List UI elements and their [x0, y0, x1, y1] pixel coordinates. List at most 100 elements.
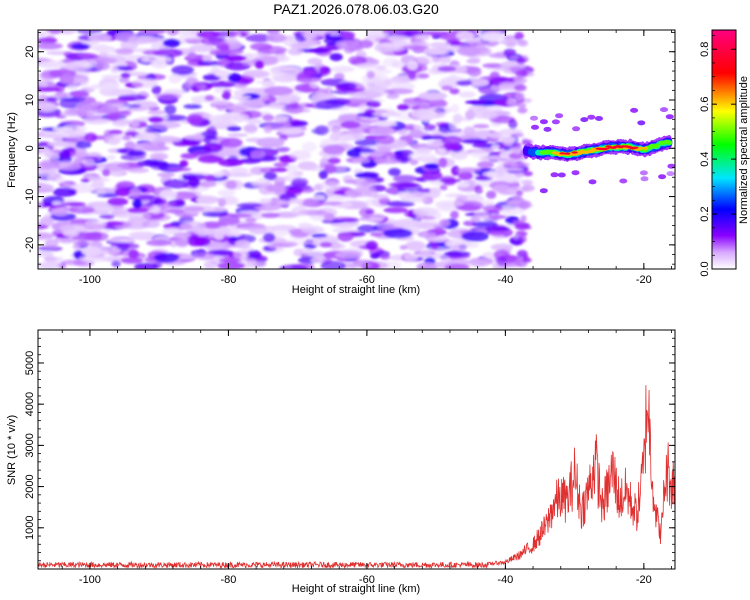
noise-blob — [170, 191, 197, 200]
signal-contour — [619, 178, 628, 184]
noise-blob — [430, 242, 439, 250]
noise-blob — [359, 207, 375, 218]
signal-contour — [587, 114, 596, 120]
noise-blob — [217, 57, 229, 68]
noise-blob — [505, 42, 516, 48]
noise-blob — [266, 33, 287, 43]
noise-blob — [65, 110, 95, 116]
noise-blob — [370, 253, 380, 259]
noise-blob — [147, 110, 167, 115]
noise-blob — [91, 105, 119, 115]
noise-blob — [124, 131, 140, 137]
noise-blob — [162, 227, 182, 234]
noise-blob — [122, 135, 131, 141]
noise-blob — [441, 85, 453, 91]
noise-blob — [334, 72, 345, 80]
noise-blob — [94, 247, 122, 255]
y-tick-label: 20 — [24, 46, 36, 58]
noise-blob — [76, 103, 97, 112]
noise-blob — [127, 35, 152, 45]
noise-blob — [142, 220, 161, 228]
noise-blob — [465, 109, 476, 120]
noise-blob — [287, 164, 298, 175]
noise-blob — [233, 113, 250, 122]
noise-blob — [120, 72, 131, 79]
noise-blob — [171, 65, 195, 76]
noise-blob — [443, 180, 456, 186]
noise-blob — [418, 91, 448, 101]
noise-blob — [315, 99, 346, 110]
noise-blob — [488, 214, 507, 220]
noise-blob — [514, 84, 527, 92]
noise-blob — [449, 88, 460, 95]
noise-blob — [408, 152, 437, 161]
signal-contour — [571, 151, 578, 154]
noise-blob — [437, 46, 453, 51]
signal-contour — [665, 114, 674, 120]
noise-blob — [230, 95, 252, 100]
noise-blob — [475, 175, 493, 181]
noise-blob — [132, 198, 143, 209]
noise-blob — [173, 232, 193, 238]
noise-blob — [214, 70, 231, 78]
noise-blob — [166, 209, 184, 214]
noise-blob — [438, 53, 451, 64]
snr-plot-area — [38, 330, 675, 569]
noise-blob — [196, 83, 206, 90]
noise-blob — [93, 203, 114, 214]
noise-blob — [324, 163, 337, 174]
noise-blob — [156, 203, 173, 209]
noise-blob — [264, 86, 294, 96]
noise-blob — [132, 221, 143, 228]
noise-blob — [437, 147, 447, 154]
noise-blob — [189, 44, 215, 53]
noise-blob — [456, 80, 473, 86]
noise-blob — [514, 223, 529, 231]
y-tick-label: 5000 — [24, 351, 36, 375]
noise-blob — [345, 97, 375, 103]
x-tick-label: -20 — [636, 574, 652, 586]
noise-blob — [111, 119, 134, 125]
noise-blob — [444, 263, 470, 269]
noise-blob — [381, 112, 390, 118]
noise-blob — [312, 201, 343, 206]
x-tick-label: -80 — [220, 274, 236, 286]
noise-blob — [202, 54, 213, 63]
noise-blob — [512, 146, 522, 155]
noise-blob — [140, 141, 165, 146]
noise-blob — [128, 231, 156, 238]
noise-blob — [196, 195, 219, 205]
noise-blob — [289, 150, 312, 161]
noise-blob — [38, 183, 55, 193]
noise-blob — [214, 88, 227, 94]
noise-blob — [449, 121, 458, 132]
noise-blob — [469, 259, 490, 267]
noise-blob — [522, 255, 529, 261]
noise-blob — [187, 52, 197, 59]
noise-blob — [455, 195, 468, 203]
noise-blob — [393, 174, 418, 183]
noise-blob — [379, 254, 391, 260]
noise-blob — [415, 215, 424, 220]
noise-blob — [164, 104, 177, 115]
noise-blob — [386, 93, 400, 99]
noise-blob — [452, 113, 463, 124]
noise-blob — [356, 224, 377, 233]
noise-blob — [352, 158, 371, 164]
noise-blob — [202, 113, 213, 119]
noise-blob — [235, 203, 262, 208]
noise-blob — [78, 53, 98, 59]
noise-blob — [456, 182, 471, 188]
noise-blob — [345, 263, 373, 268]
noise-blob — [196, 30, 220, 39]
noise-blob — [338, 134, 355, 142]
noise-blob — [369, 126, 395, 136]
noise-blob — [52, 187, 76, 197]
y-tick-label: 3000 — [24, 433, 36, 457]
noise-blob — [513, 76, 528, 84]
noise-blob — [413, 125, 423, 130]
noise-blob — [115, 48, 134, 56]
noise-blob — [70, 43, 90, 50]
noise-blob — [141, 55, 172, 63]
